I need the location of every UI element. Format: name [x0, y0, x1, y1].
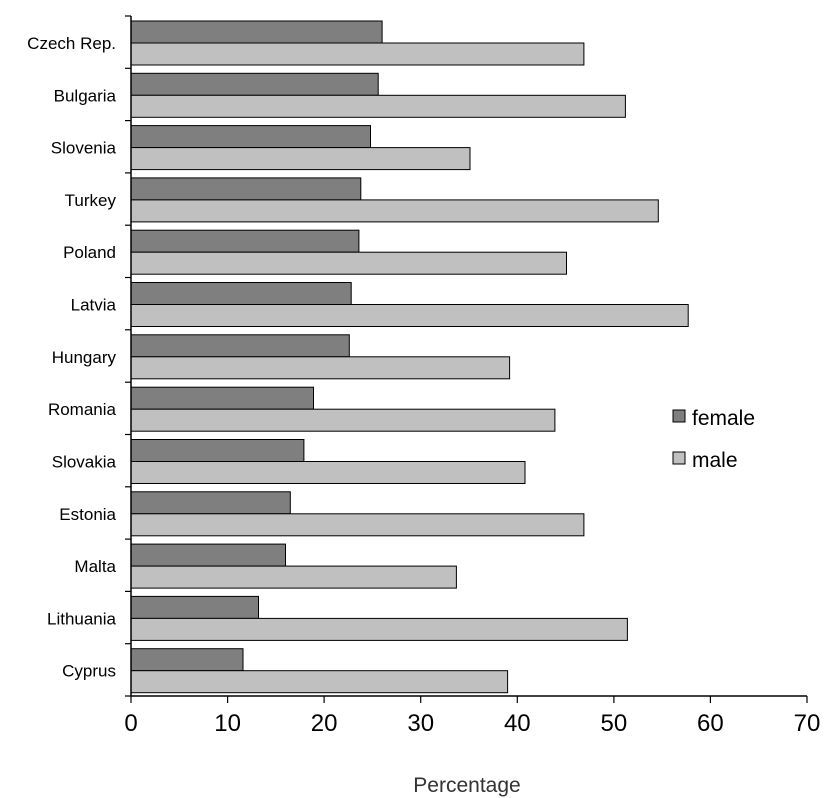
- bar-male-1: [130, 94, 626, 118]
- bar-female-1: [130, 72, 379, 96]
- legend-label-female: female: [692, 407, 755, 430]
- bar-male-9: [130, 513, 585, 537]
- category-label-5: Latvia: [71, 296, 117, 315]
- bar-female-2: [130, 125, 371, 149]
- bar-male-6: [130, 356, 511, 380]
- bar-female-4: [130, 229, 360, 253]
- category-label-9: Estonia: [59, 505, 116, 524]
- bar-female-12: [130, 648, 244, 672]
- category-label-6: Hungary: [52, 348, 117, 367]
- category-label-2: Slovenia: [51, 139, 117, 158]
- bar-female-11: [130, 595, 259, 619]
- x-tick-label-2: 20: [311, 710, 338, 737]
- bar-male-0: [130, 42, 585, 66]
- bar-male-10: [130, 565, 457, 589]
- x-tick-label-4: 40: [504, 710, 531, 737]
- category-label-12: Cyprus: [62, 662, 116, 681]
- bar-male-4: [130, 251, 567, 275]
- x-tick-label-7: 70: [794, 710, 821, 737]
- category-label-4: Poland: [63, 243, 116, 262]
- bar-female-9: [130, 491, 291, 515]
- bar-male-3: [130, 199, 659, 223]
- bar-female-5: [130, 282, 352, 305]
- bars-group: [130, 20, 689, 694]
- x-axis: 0 10 20 30 40 50 60 70: [124, 695, 821, 737]
- category-label-8: Slovakia: [52, 453, 117, 472]
- bar-male-7: [130, 408, 556, 432]
- x-tick-label-0: 0: [124, 710, 137, 737]
- bar-male-11: [130, 617, 628, 641]
- bar-male-5: [130, 304, 689, 327]
- bar-male-2: [130, 147, 471, 171]
- legend-swatch-male: [672, 451, 686, 465]
- legend: female male: [672, 407, 755, 472]
- bar-male-12: [130, 670, 509, 694]
- bar-female-7: [130, 386, 314, 410]
- bar-female-3: [130, 177, 362, 201]
- category-label-10: Malta: [74, 557, 116, 576]
- bar-female-10: [130, 543, 286, 567]
- bar-female-6: [130, 334, 350, 358]
- category-label-1: Bulgaria: [54, 86, 117, 105]
- category-label-11: Lithuania: [47, 609, 117, 628]
- x-tick-label-1: 10: [214, 710, 241, 737]
- bar-female-8: [130, 439, 305, 462]
- legend-swatch-female: [672, 409, 686, 423]
- legend-label-male: male: [692, 449, 738, 472]
- category-label-0: Czech Rep.: [27, 34, 116, 53]
- x-tick-label-3: 30: [407, 710, 434, 737]
- x-axis-title: Percentage: [413, 774, 520, 797]
- y-axis: Czech Rep. Bulgaria Slovenia Turkey Poland La…: [27, 15, 132, 697]
- category-label-7: Romania: [48, 400, 117, 419]
- category-label-3: Turkey: [65, 191, 117, 210]
- x-tick-label-6: 60: [697, 710, 724, 737]
- bar-female-0: [130, 20, 383, 44]
- x-tick-label-5: 50: [601, 710, 628, 737]
- bar-male-8: [130, 461, 526, 484]
